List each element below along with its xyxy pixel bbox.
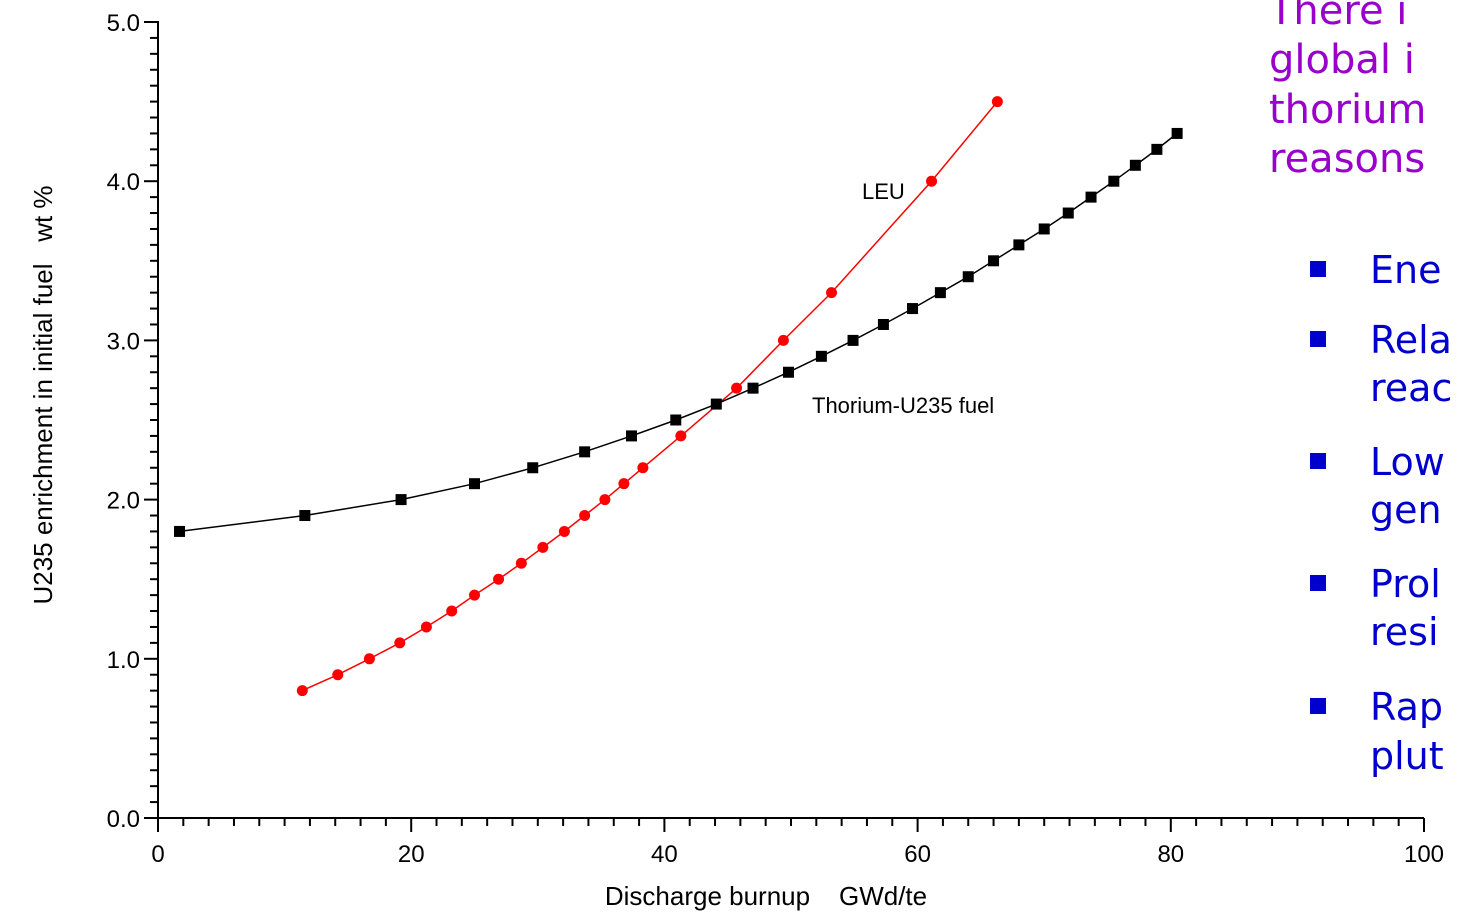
- data-point: [579, 446, 591, 458]
- series-label-thorium: Thorium-U235 fuel: [812, 393, 994, 418]
- x-tick-label: 0: [151, 841, 164, 868]
- data-point: [815, 350, 827, 362]
- heading-line: global i: [1269, 37, 1415, 83]
- data-point: [537, 541, 549, 553]
- data-point: [1171, 127, 1183, 139]
- data-point: [926, 175, 938, 187]
- bullet-text: Low: [1370, 440, 1445, 484]
- bullet-text: resi: [1370, 610, 1439, 654]
- data-point: [558, 525, 570, 537]
- y-tick-label: 1.0: [107, 647, 140, 674]
- y-tick-label: 2.0: [107, 488, 140, 515]
- series-thorium-u235: [174, 127, 1183, 537]
- bullet-text: Rap: [1370, 685, 1443, 729]
- bullet-marker: [1310, 698, 1326, 714]
- y-tick-label: 5.0: [107, 10, 140, 37]
- x-tick-label: 20: [398, 841, 425, 868]
- data-point: [907, 303, 919, 315]
- axis-tick-labels: 0 20 40 60 80 100 0.0 1.0 2.0 3.0 4.0 5.0: [107, 10, 1444, 868]
- x-tick-label: 80: [1157, 841, 1184, 868]
- bullet-marker: [1310, 261, 1326, 277]
- x-tick-label: 60: [904, 841, 931, 868]
- bullet-marker: [1310, 575, 1326, 591]
- chart-axes: [157, 21, 1424, 819]
- data-point: [988, 255, 1000, 267]
- data-point: [675, 430, 687, 442]
- axis-ticks: [144, 21, 1425, 832]
- data-point: [826, 287, 838, 299]
- data-point: [1038, 223, 1050, 235]
- y-axis-label: U235 enrichment in initial fuel wt %: [28, 185, 58, 604]
- data-point: [395, 494, 407, 506]
- data-point: [469, 478, 480, 490]
- data-point: [934, 287, 946, 299]
- data-point: [618, 478, 630, 490]
- data-point: [877, 318, 889, 330]
- data-point: [747, 382, 759, 394]
- data-point: [637, 462, 649, 474]
- x-tick-label: 100: [1404, 841, 1444, 868]
- data-point: [296, 685, 308, 697]
- bullet-text: gen: [1370, 488, 1442, 532]
- data-point: [446, 605, 458, 617]
- data-point: [174, 525, 186, 537]
- x-tick-label: 40: [651, 841, 678, 868]
- data-point: [394, 637, 406, 649]
- data-point: [420, 621, 432, 633]
- bullet-marker: [1310, 331, 1326, 347]
- data-point: [363, 653, 375, 665]
- data-point: [579, 510, 591, 522]
- data-point: [1062, 207, 1074, 219]
- data-point: [1013, 239, 1025, 251]
- x-axis-label: Discharge burnup GWd/te: [605, 881, 927, 911]
- data-point: [332, 669, 344, 681]
- data-point: [1129, 159, 1141, 171]
- y-tick-label: 4.0: [107, 169, 140, 196]
- bullet-marker: [1310, 453, 1326, 469]
- data-point: [991, 96, 1003, 108]
- data-point: [847, 334, 859, 346]
- data-point: [299, 510, 311, 522]
- data-point: [670, 414, 682, 426]
- heading-line: thorium: [1269, 87, 1426, 133]
- data-point: [469, 589, 480, 601]
- series-layer: [174, 96, 1183, 697]
- bullet-text: Prol: [1370, 562, 1441, 606]
- data-point: [625, 430, 637, 442]
- data-point: [731, 382, 743, 394]
- bullet-text: Ene: [1370, 248, 1441, 292]
- data-point: [527, 462, 539, 474]
- data-point: [782, 366, 794, 378]
- bullet-text: Rela: [1370, 318, 1452, 362]
- data-point: [599, 494, 611, 506]
- data-point: [493, 573, 505, 585]
- series-line: [179, 132, 1178, 533]
- data-point: [962, 271, 974, 283]
- y-tick-label: 0.0: [107, 806, 140, 833]
- heading-line: reasons: [1269, 136, 1425, 182]
- data-point: [710, 398, 722, 410]
- data-point: [777, 334, 789, 346]
- bullet-text: reac: [1370, 366, 1452, 410]
- data-point: [1085, 191, 1097, 203]
- data-point: [1108, 175, 1120, 187]
- series-leu: [296, 96, 1003, 697]
- data-point: [1151, 143, 1163, 155]
- series-label-leu: LEU: [862, 179, 905, 204]
- y-tick-label: 3.0: [107, 328, 140, 355]
- data-point: [515, 557, 527, 569]
- bullet-text: plut: [1370, 734, 1444, 778]
- heading-line: There i: [1268, 0, 1407, 34]
